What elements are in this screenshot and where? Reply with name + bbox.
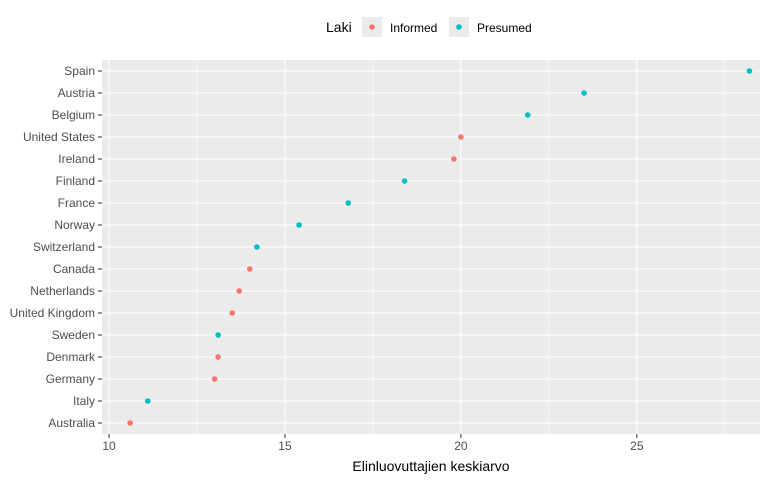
y-tick-label: Austria — [58, 86, 96, 100]
legend-title: Laki — [326, 19, 352, 35]
data-point — [215, 354, 221, 360]
legend-label-informed: Informed — [390, 21, 437, 35]
y-tick-label: Ireland — [58, 152, 95, 166]
data-point — [524, 112, 531, 118]
y-tick-label: Italy — [73, 394, 95, 408]
x-tick-label: 25 — [630, 439, 644, 453]
data-point — [236, 288, 243, 294]
y-tick-label: Finland — [56, 174, 95, 188]
data-point — [581, 90, 587, 96]
y-tick-label: Canada — [53, 262, 95, 276]
legend-key-informed-dot — [369, 24, 375, 30]
legend: Laki Informed Presumed — [326, 17, 532, 37]
x-axis: 10 15 20 25 — [102, 434, 644, 453]
grid-layer — [102, 60, 760, 434]
data-point — [345, 200, 352, 206]
data-point — [246, 266, 253, 272]
data-point — [144, 398, 151, 404]
y-tick-label: United Kingdom — [10, 306, 95, 320]
x-axis-title: Elinluovuttajien keskiarvo — [352, 458, 509, 474]
y-tick-label: Australia — [48, 416, 95, 430]
y-tick-label: Norway — [54, 218, 95, 232]
y-tick-label: United States — [23, 130, 95, 144]
x-tick-label: 10 — [102, 439, 116, 453]
data-point — [458, 134, 464, 140]
y-tick-label: Sweden — [52, 328, 95, 342]
x-tick-label: 15 — [278, 439, 292, 453]
data-point — [229, 310, 235, 316]
y-tick-label: Spain — [64, 64, 95, 78]
data-point — [254, 244, 260, 250]
legend-key-presumed-dot — [456, 24, 462, 30]
legend-label-presumed: Presumed — [477, 21, 532, 35]
data-point — [451, 156, 457, 162]
y-tick-label: Switzerland — [33, 240, 95, 254]
points-layer — [127, 68, 753, 426]
data-point — [215, 332, 221, 338]
data-point — [127, 420, 133, 426]
y-tick-label: France — [58, 196, 96, 210]
y-tick-label: Denmark — [46, 350, 96, 364]
y-tick-label: Belgium — [52, 108, 95, 122]
y-tick-label: Germany — [46, 372, 95, 386]
data-point — [401, 178, 408, 184]
data-point — [211, 376, 218, 382]
y-axis: Spain Austria Belgium United States Ireland F… — [10, 64, 102, 430]
data-point — [746, 68, 753, 74]
y-tick-label: Netherlands — [30, 284, 95, 298]
x-tick-label: 20 — [454, 439, 468, 453]
data-point — [296, 222, 302, 228]
